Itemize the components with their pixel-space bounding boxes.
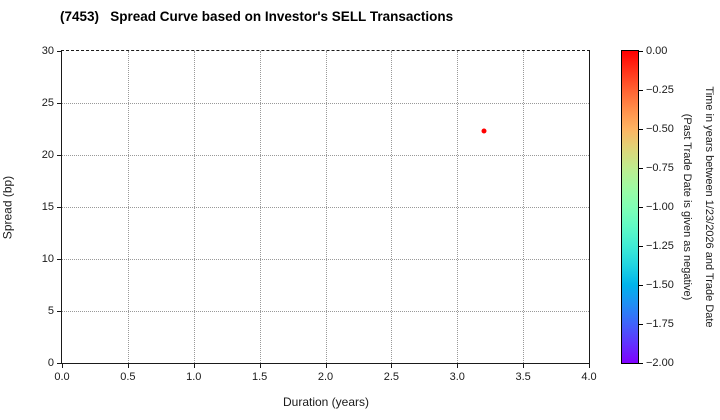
x-tick-mark bbox=[391, 364, 393, 368]
chart-title: (7453) Spread Curve based on Investor's … bbox=[60, 9, 454, 24]
x-tick-label: 0.0 bbox=[54, 371, 70, 383]
x-tick-mark bbox=[127, 364, 129, 368]
y-tick-mark bbox=[57, 259, 61, 260]
x-tick-label: 4.0 bbox=[581, 371, 597, 383]
colorbar-tick-label: −1.50 bbox=[646, 279, 674, 291]
y-tick-label: 0 bbox=[47, 357, 54, 369]
y-gridline bbox=[62, 259, 589, 260]
colorbar-tick-mark bbox=[639, 90, 643, 91]
colorbar-tick-mark bbox=[639, 246, 643, 247]
data-point bbox=[481, 128, 487, 134]
x-tick-mark bbox=[325, 364, 327, 368]
y-gridline bbox=[62, 103, 589, 104]
colorbar-gradient bbox=[622, 51, 638, 363]
y-tick-label: 10 bbox=[41, 253, 54, 265]
y-tick-mark bbox=[57, 103, 61, 104]
x-tick-label: 1.5 bbox=[251, 371, 268, 383]
x-tick-mark bbox=[457, 364, 459, 368]
x-tick-mark bbox=[259, 364, 261, 368]
y-tick-label: 20 bbox=[41, 149, 54, 161]
colorbar-tick-label: −1.75 bbox=[646, 318, 674, 330]
y-tick-mark bbox=[57, 51, 61, 52]
y-tick-label: 5 bbox=[47, 305, 54, 317]
x-tick-mark bbox=[62, 364, 63, 368]
colorbar-tick-label: −0.50 bbox=[646, 123, 674, 135]
colorbar-tick-mark bbox=[639, 168, 643, 169]
colorbar-tick-mark bbox=[639, 324, 643, 325]
colorbar-tick-mark bbox=[639, 51, 643, 52]
plot-area bbox=[61, 50, 590, 364]
x-tick-mark bbox=[589, 364, 590, 368]
y-gridline bbox=[62, 311, 589, 312]
y-gridline bbox=[62, 155, 589, 156]
y-tick-mark bbox=[57, 311, 61, 312]
y-tick-label: 30 bbox=[41, 45, 54, 57]
x-tick-mark bbox=[193, 364, 195, 368]
x-tick-label: 3.0 bbox=[449, 371, 465, 383]
y-tick-mark bbox=[57, 363, 61, 364]
y-tick-label: 15 bbox=[41, 201, 54, 213]
x-tick-label: 3.5 bbox=[515, 371, 531, 383]
colorbar-tick-mark bbox=[639, 363, 643, 364]
y-axis-label: Spread (bp) bbox=[0, 175, 15, 240]
colorbar bbox=[621, 50, 639, 364]
x-tick-label: 1.0 bbox=[186, 371, 202, 383]
colorbar-tick-label: −2.00 bbox=[646, 357, 674, 369]
colorbar-tick-label: −0.25 bbox=[646, 84, 674, 96]
y-gridline bbox=[62, 207, 589, 208]
colorbar-label-line1: Time in years between 1/23/2026 and Trad… bbox=[703, 86, 715, 328]
x-axis-label: Duration (years) bbox=[282, 395, 370, 409]
x-tick-label: 2.5 bbox=[383, 371, 400, 383]
colorbar-tick-label: −0.75 bbox=[646, 162, 674, 174]
x-tick-label: 2.0 bbox=[317, 371, 334, 383]
y-tick-label: 25 bbox=[41, 97, 54, 109]
colorbar-tick-mark bbox=[639, 129, 643, 130]
colorbar-tick-label: −1.00 bbox=[646, 201, 674, 213]
y-tick-mark bbox=[57, 155, 61, 156]
x-tick-mark bbox=[523, 364, 525, 368]
x-tick-label: 0.5 bbox=[120, 371, 136, 383]
colorbar-tick-mark bbox=[639, 285, 643, 286]
y-tick-mark bbox=[57, 207, 61, 208]
colorbar-tick-mark bbox=[639, 207, 643, 208]
colorbar-tick-label: 0.00 bbox=[646, 45, 668, 57]
colorbar-tick-label: −1.25 bbox=[646, 240, 674, 252]
